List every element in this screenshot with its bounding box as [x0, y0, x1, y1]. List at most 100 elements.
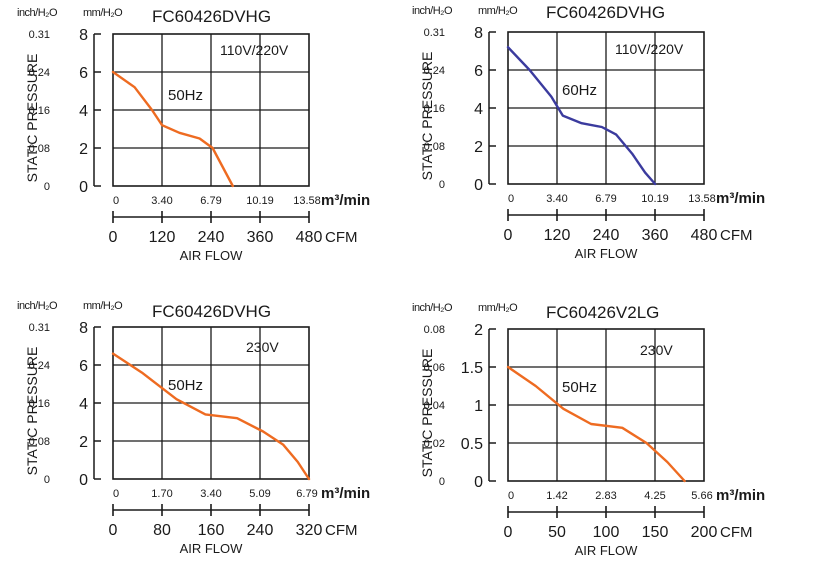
x-secondary-unit-label: CFM: [720, 524, 753, 541]
y-axis-title: STATIC PRESSURE: [24, 54, 40, 183]
x-tick-label-cfm: 240: [198, 229, 225, 246]
x-tick-label-cfm: 480: [296, 229, 323, 246]
x-tick-label-m3: 0: [508, 193, 514, 205]
y-tick-label-inch: 0.24: [424, 65, 445, 77]
y-tick-label-inch: 0.06: [424, 362, 445, 374]
series-label: 50Hz: [562, 379, 597, 396]
x-axis-title: AIR FLOW: [575, 543, 639, 558]
chart-1: FC60426DVHG 110V/220V inch/H₂O mm/H₂O 0 0 2 0.0…: [17, 7, 370, 263]
voltage-label: 230V: [640, 342, 673, 358]
x-tick-label-cfm: 360: [642, 227, 669, 244]
chart-2: FC60426DVHG 110V/220V inch/H₂O mm/H₂O 0 0 2 0.0…: [412, 3, 765, 261]
y-axis-title: STATIC PRESSURE: [419, 52, 435, 181]
x-tick-label-cfm: 150: [642, 524, 669, 541]
x-tick-label-cfm: 100: [593, 524, 620, 541]
voltage-label: 110V/220V: [220, 42, 289, 58]
y-tick-label-mm: 4: [474, 101, 483, 118]
x-tick-label-m3: 6.79: [200, 195, 221, 207]
x-secondary-unit-label: CFM: [720, 227, 753, 244]
y-tick-label-mm: 4: [79, 103, 88, 120]
y-tick-label-mm: 2: [79, 434, 88, 451]
y-left-unit-label: inch/H₂O: [17, 7, 58, 19]
y-tick-label-inch: 0.16: [29, 398, 50, 410]
x-tick-label-cfm: 80: [153, 522, 171, 539]
y-right-unit-label: mm/H₂O: [478, 302, 518, 314]
x-axis-title: AIR FLOW: [180, 541, 244, 556]
x-tick-label-cfm: 0: [504, 227, 513, 244]
chart-title: FC60426V2LG: [546, 303, 659, 322]
x-tick-label-m3: 5.09: [249, 488, 270, 500]
x-primary-unit-label: m³/min: [716, 190, 765, 207]
x-secondary-unit-label: CFM: [325, 522, 358, 539]
x-tick-label-m3: 0: [113, 488, 119, 500]
series-line: [506, 46, 657, 186]
y-left-unit-label: inch/H₂O: [412, 302, 453, 314]
x-secondary-unit-label: CFM: [325, 229, 358, 246]
y-tick-label-inch: 0.08: [29, 143, 50, 155]
y-right-unit-label: mm/H₂O: [83, 300, 123, 312]
y-right-unit-label: mm/H₂O: [83, 7, 123, 19]
y-tick-label-inch: 0.24: [29, 360, 50, 372]
y-tick-label-inch: 0: [44, 181, 50, 193]
x-tick-label-m3: 3.40: [151, 195, 172, 207]
y-tick-label-mm: 8: [79, 320, 88, 337]
x-tick-label-cfm: 240: [247, 522, 274, 539]
y-axis-title: STATIC PRESSURE: [24, 347, 40, 476]
y-tick-label-mm: 8: [79, 27, 88, 44]
y-tick-label-mm: 0: [474, 177, 483, 194]
voltage-label: 110V/220V: [615, 41, 684, 57]
chart-title: FC60426DVHG: [152, 7, 271, 26]
y-tick-label-mm: 0: [79, 472, 88, 489]
y-tick-label-mm: 0.5: [461, 436, 483, 453]
x-axis-title: AIR FLOW: [180, 248, 244, 263]
y-left-unit-label: inch/H₂O: [17, 300, 58, 312]
x-tick-label-m3: 0: [508, 490, 514, 502]
x-tick-label-cfm: 320: [296, 522, 323, 539]
y-tick-label-mm: 1: [474, 398, 483, 415]
x-tick-label-cfm: 120: [544, 227, 571, 244]
x-tick-label-m3: 10.19: [246, 195, 274, 207]
y-tick-label-mm: 2: [79, 141, 88, 158]
x-tick-label-m3: 1.42: [546, 490, 567, 502]
y-tick-label-inch: 0.08: [424, 141, 445, 153]
x-tick-label-cfm: 240: [593, 227, 620, 244]
series-label: 60Hz: [562, 82, 597, 99]
y-tick-label-mm: 4: [79, 396, 88, 413]
y-tick-label-inch: 0: [439, 476, 445, 488]
y-left-unit-label: inch/H₂O: [412, 5, 453, 17]
x-tick-label-cfm: 160: [198, 522, 225, 539]
series-label: 50Hz: [168, 87, 203, 104]
y-tick-label-mm: 0: [79, 179, 88, 196]
x-tick-label-cfm: 120: [149, 229, 176, 246]
y-tick-label-mm: 0: [474, 474, 483, 491]
x-tick-label-cfm: 360: [247, 229, 274, 246]
x-tick-label-cfm: 480: [691, 227, 718, 244]
x-tick-label-cfm: 200: [691, 524, 718, 541]
y-tick-label-inch: 0.08: [424, 324, 445, 336]
y-tick-label-mm: 6: [474, 63, 483, 80]
y-right-unit-label: mm/H₂O: [478, 5, 518, 17]
y-tick-label-mm: 2: [474, 139, 483, 156]
x-axis-title: AIR FLOW: [575, 246, 639, 261]
x-primary-unit-label: m³/min: [716, 487, 765, 504]
y-tick-label-inch: 0.16: [424, 103, 445, 115]
x-tick-label-cfm: 0: [109, 522, 118, 539]
series-line: [506, 365, 686, 483]
voltage-label: 230V: [246, 339, 279, 355]
x-tick-label-m3: 3.40: [546, 193, 567, 205]
x-tick-label-m3: 6.79: [296, 488, 317, 500]
y-tick-label-inch: 0.24: [29, 67, 50, 79]
y-tick-label-inch: 0.02: [424, 438, 445, 450]
x-primary-unit-label: m³/min: [321, 192, 370, 209]
x-tick-label-cfm: 50: [548, 524, 566, 541]
x-tick-label-m3: 13.58: [293, 195, 321, 207]
x-tick-label-m3: 6.79: [595, 193, 616, 205]
y-tick-label-mm: 6: [79, 65, 88, 82]
x-tick-label-m3: 4.25: [644, 490, 665, 502]
x-tick-label-m3: 5.66: [691, 490, 712, 502]
y-tick-label-inch: 0.16: [29, 105, 50, 117]
x-tick-label-m3: 3.40: [200, 488, 221, 500]
chart-title: FC60426DVHG: [152, 302, 271, 321]
